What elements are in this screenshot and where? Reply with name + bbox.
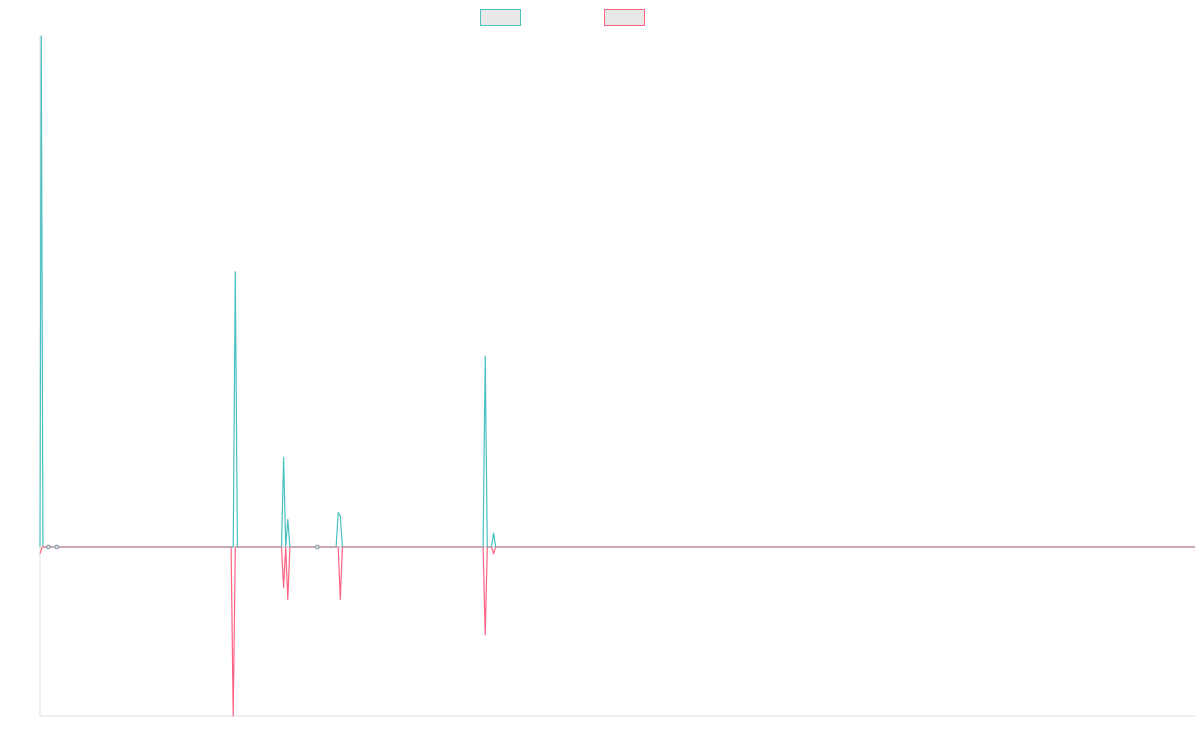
series-line-1 bbox=[39, 35, 1195, 548]
legend[interactable] bbox=[480, 9, 645, 26]
legend-swatch-series-2[interactable] bbox=[604, 9, 645, 26]
series-layer bbox=[39, 35, 1195, 717]
legend-swatch-series-1[interactable] bbox=[480, 9, 521, 26]
series-1 bbox=[39, 35, 1195, 550]
series-line-2 bbox=[39, 546, 1195, 717]
axes bbox=[39, 36, 1195, 717]
series-2 bbox=[39, 544, 1195, 717]
